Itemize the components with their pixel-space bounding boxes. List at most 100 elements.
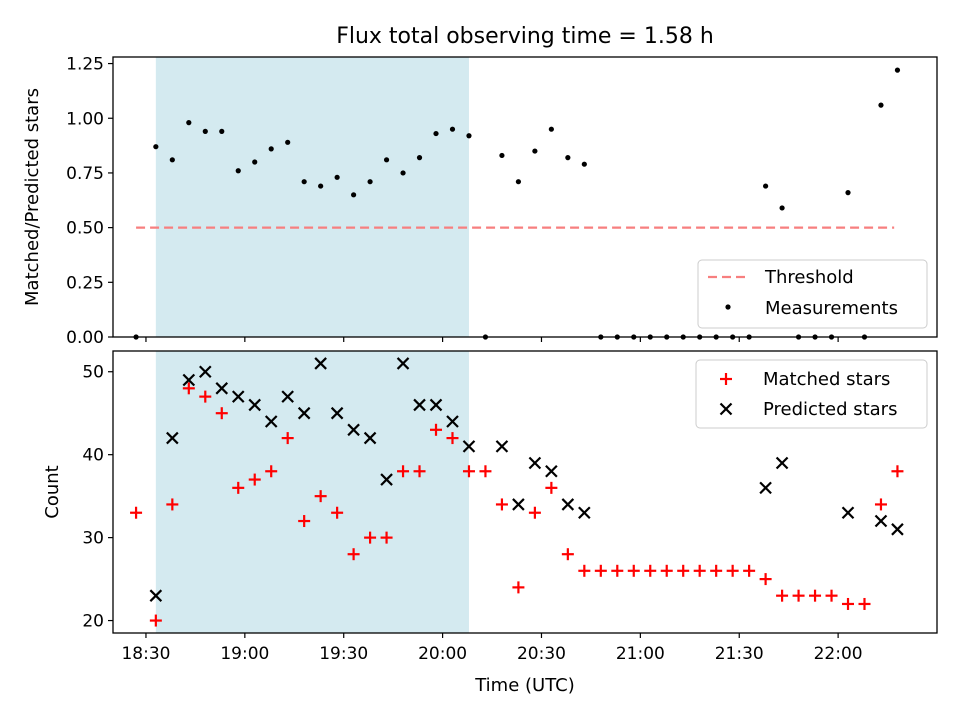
matched-star-point [891,465,904,478]
measurement-point [268,146,274,152]
predicted-star-point [166,431,179,445]
bottom-y-ticks: 20 30 40 50 [82,363,113,632]
predicted-star-point [413,398,426,412]
matched-star-point [710,564,723,577]
bottom-axes-frame [112,350,938,634]
measurement-point [301,179,307,185]
measurement-point [581,161,587,167]
top-panel: Flux total observing time = 1.58 h 0.000… [22,24,938,348]
cross-b [874,514,888,528]
cross-b [396,357,410,370]
predicted-star-point [314,357,327,370]
matched-star-point [776,589,789,602]
x-tick-label: 20:00 [418,644,467,664]
cross-b [314,357,327,370]
y-tick-label: 0.75 [66,164,104,184]
y-tick-label: 1.00 [66,109,104,129]
y-tick-label: 30 [82,529,104,549]
top-legend: Threshold Measurements [697,259,928,329]
cross-b [248,398,262,412]
legend-threshold-label: Threshold [764,267,854,288]
matched-star-point [594,564,607,577]
measurement-point [186,120,192,126]
x-tick-label: 21:00 [616,644,665,664]
measurement-point [318,183,324,189]
predicted-star-point [330,406,344,420]
measurement-point [153,144,159,150]
predicted-star-point [281,390,294,403]
predicted-star-point [149,589,163,602]
cross-b [264,415,278,428]
matched-star-point [528,506,541,519]
x-tick-label: 19:30 [319,644,368,664]
measurement-point [285,139,291,145]
bottom-shaded-span [155,351,469,633]
y-tick-label: 0.50 [66,219,104,239]
matched-star-point [364,531,377,544]
top-shaded-span [155,57,469,337]
matched-star-point [182,382,195,395]
matched-star-point [644,564,657,577]
legend-measurement-label: Measurements [765,298,898,319]
predicted-star-point [347,423,360,437]
matched-star-point [512,581,525,594]
predicted-star-point [775,456,789,470]
legend-matched-swatch [720,373,732,385]
y-tick-label: 1.25 [66,55,104,75]
cross-b [512,498,525,511]
predicted-star-point [512,498,525,511]
legend-matched-label: Matched stars [763,369,890,390]
measurement-point [383,157,390,163]
predicted-star-point [199,365,212,379]
measurement-point [351,192,357,198]
x-tick-label: 22:00 [814,644,863,664]
predicted-star-point [231,390,245,403]
bottom-legend: Matched stars Predicted stars [695,359,928,429]
legend-box [695,359,928,429]
predicted-star-point [363,431,377,445]
matched-star-point [874,498,887,511]
predicted-star-point [561,498,575,511]
top-ylabel: Matched/Predicted stars [22,88,43,306]
cross-b [841,506,855,520]
matched-star-point [660,564,673,577]
matched-star-point [347,548,360,561]
top-axes-frame [112,56,938,338]
cross-b [719,402,733,416]
measurement-point [219,128,225,134]
predicted-star-point [380,473,393,486]
x-tick-label: 20:30 [517,644,566,664]
matched-star-point [726,564,739,577]
measurement-point [878,102,884,108]
measurement-point [334,174,340,180]
matched-star-point [462,465,475,478]
matched-star-point [446,432,459,445]
legend-box [697,259,928,329]
matched-star-point [149,614,162,627]
legend-measurement-swatch [725,304,731,310]
cross-b [462,440,476,453]
measurement-point [433,130,439,137]
x-tick-label: 19:00 [220,644,269,664]
cross-b [199,365,212,379]
matched-star-point [677,564,690,577]
predicted-star-point [297,406,311,420]
cross-b [149,589,163,602]
cross-b [413,398,426,412]
matched-star-point [759,573,772,586]
predicted-star-point [446,415,459,428]
bottom-x-ticks: 18:30 19:00 19:30 20:00 20:30 21:00 21:30 22:00 [121,633,863,664]
matched-star-point [825,589,838,602]
measurement-point [894,67,901,73]
y-tick-label: 0.00 [66,328,104,348]
measurement-point [235,168,241,174]
cross-b [446,415,459,428]
matched-star-point [430,423,443,436]
predicted-star-point [578,506,591,520]
predicted-star-point [182,373,196,387]
predicted-star-point [215,382,229,395]
matched-star-point [578,564,591,577]
matched-star-point [314,490,327,503]
cross-b [380,473,393,486]
